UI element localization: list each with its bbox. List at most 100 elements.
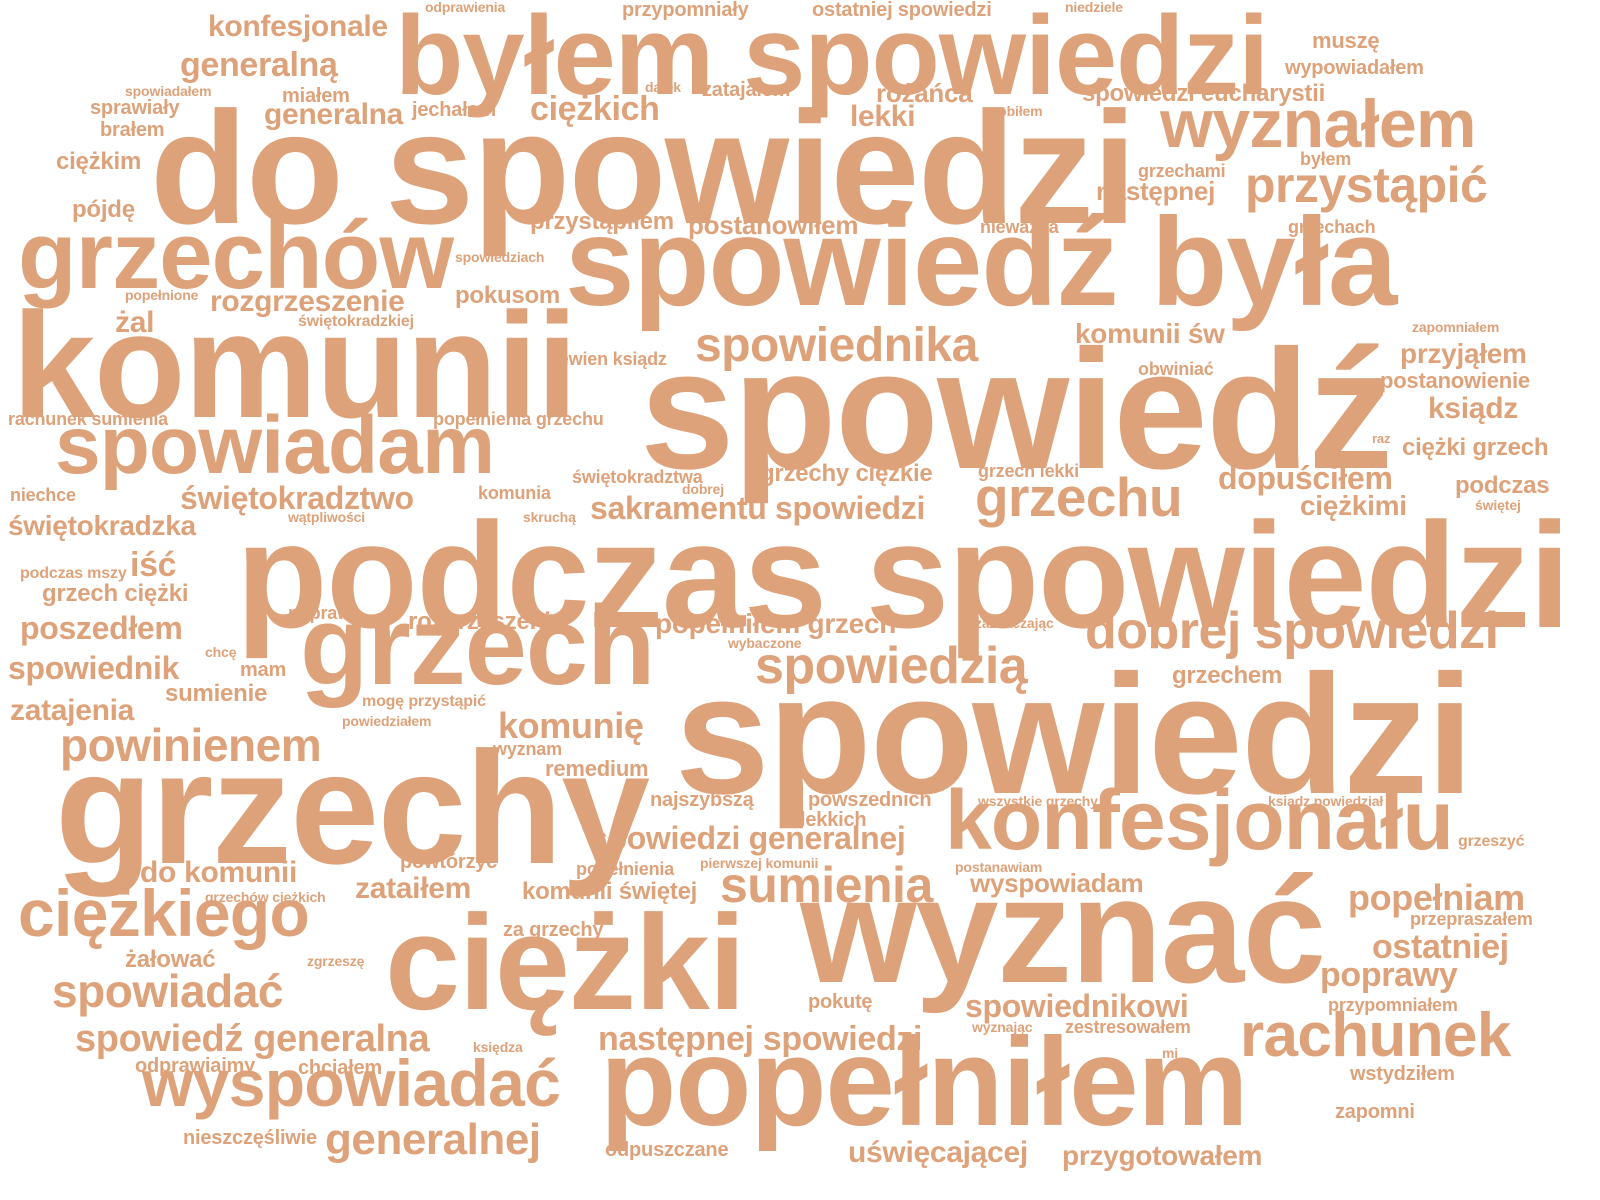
word-wyspowiadac: wyspowiadać (142, 1046, 561, 1120)
word-odprawienia: odprawienia (425, 0, 506, 15)
word-ksiadz: ksiądz (1428, 392, 1518, 425)
word-niedziele: niedziele (1065, 0, 1123, 15)
word-wyznam: wyznam (493, 739, 562, 759)
word-przypomnialy: przypomniały (622, 0, 749, 21)
word-ciezkimi: ciężkimi (1300, 490, 1407, 521)
word-powiedzialem: powiedziałem (342, 713, 432, 729)
word-za-grzechy: za grzechy (503, 919, 604, 941)
word-pokute: pokutę (808, 991, 873, 1013)
word-grzech-lekki: grzech lekki (978, 461, 1079, 481)
word-mam: mam (240, 659, 287, 681)
word-zrobilem: zrobiłem (986, 103, 1043, 119)
word-przepraszalem: przepraszałem (1410, 909, 1533, 929)
word-pokusom: pokusom (455, 282, 560, 309)
word-grzeszyc: grzeszyć (1458, 833, 1525, 850)
word-spowiedzi-generalnej: spowiedzi generalnej (590, 820, 906, 856)
word-grzech: grzech (300, 583, 655, 708)
word-spowiedzi: spowiedzi (675, 640, 1474, 830)
word-przygotowalem: przygotowałem (1062, 1140, 1263, 1171)
word-obwiniac: obwiniać (1138, 359, 1214, 379)
word-chce: chcę (205, 644, 237, 660)
word-nastepnej: następnej (1096, 176, 1216, 206)
word-ciezkim: ciężkim (56, 148, 142, 175)
word-zgrzesze: zgrzeszę (307, 953, 365, 969)
word-zapomni: zapomni (1335, 1101, 1415, 1123)
word-chcialem: chciałem (298, 1057, 383, 1079)
word-postanowienie: postanowienie (1380, 368, 1530, 393)
word-niechce: niechce (10, 485, 76, 505)
word-wyznac: wyznać (800, 846, 1326, 1014)
word-przystapilem: przystąpiłem (530, 208, 674, 235)
word-podczas-spowiedzi: podczas spowiedzi (236, 491, 1571, 659)
word-swietej: świętej (1475, 497, 1521, 513)
word-wszystkie-grzechy: wszystkie grzechy (978, 793, 1098, 809)
word-ostatniej: ostatniej (1372, 928, 1509, 966)
word-spowiednikowi: spowiednikowi (965, 988, 1189, 1024)
word-lekkich: lekkich (800, 809, 867, 831)
word-uswiecajacej: uświęcającej (848, 1136, 1028, 1169)
word-spowiedzi-eucharystii: spowiedzi eucharystii (1082, 80, 1326, 107)
word-dopuscilem: dopuściłem (1218, 460, 1393, 496)
word-do-spowiedzi: do spowiedzi (150, 78, 1137, 257)
word-spowiednika: spowiednika (695, 319, 978, 372)
word-rachunek: rachunek (1240, 1001, 1511, 1070)
word-mi: mi (1162, 1045, 1179, 1061)
word-odpuszczane: odpuszczane (605, 1139, 729, 1161)
word-spowiednik: spowiednik (8, 650, 180, 686)
word-grzechach: grzechach (1288, 217, 1376, 237)
word-isc: iść (130, 546, 177, 584)
word-swietokradzka: świętokradzka (8, 510, 196, 541)
word-spowiedz-byla: spowiedź była (565, 193, 1397, 332)
word-moge-przystapic: mogę przystąpić (362, 693, 486, 710)
word-spowiedz-generalna: spowiedź generalna (75, 1018, 430, 1060)
word-pewien-ksiadz: pewien ksiądz (548, 349, 667, 369)
word-generalna: generalna (264, 98, 404, 131)
word-swietokradzkiej: świętokradzkiej (298, 313, 414, 330)
word-odprawiajmy: odprawiajmy (135, 1055, 256, 1077)
word-ostatniej-spowiedzi: ostatniej spowiedzi (812, 0, 992, 21)
word-sprawialy: sprawiały (90, 97, 180, 119)
word-swietokradztwo: świętokradztwo (180, 480, 414, 516)
word-przypomnialem: przypomniałem (1328, 995, 1458, 1015)
word-konfesjonale: konfesjonale (208, 10, 388, 43)
word-popelnione: popełnione (125, 287, 199, 303)
word-grzechow: grzechów (18, 202, 454, 309)
word-pojde: pójdę (72, 196, 135, 223)
word-powszednich: powszednich (808, 789, 932, 811)
word-grzechem: grzechem (1172, 662, 1283, 689)
word-zal: żal (115, 306, 155, 339)
word-ciezkiego: ciężkiego (18, 876, 310, 950)
word-wybaczone: wybaczone (728, 635, 802, 651)
word-rozgrzeszenie: rozgrzeszenie (210, 285, 405, 318)
word-generalna2: generalną (180, 46, 338, 84)
word-powtorzyc: powtórzyć (400, 851, 498, 873)
word-powinienem: powinienem (60, 719, 322, 771)
word-ciezki: ciężki (385, 887, 746, 1038)
word-spowiadalem: spowiadałem (125, 83, 212, 99)
word-datek: datek (645, 79, 681, 95)
word-rozgrzeszenia: rozgrzeszenia (408, 608, 564, 635)
word-sumienie: sumienie (165, 680, 268, 707)
word-bylem: byłem (1300, 149, 1352, 169)
word-grzechow-ciezkich: grzechów ciężkich (205, 889, 326, 905)
word-postanowilem: postanowiłem (688, 210, 859, 240)
word-nieszczesliwie: nieszczęśliwie (183, 1127, 317, 1149)
word-grzechami: grzechami (1138, 161, 1226, 181)
word-popelnilem-grzech: popełniłem grzech (655, 608, 897, 639)
word-podczas: podczas (1455, 472, 1550, 499)
word-komunie: komunię (498, 705, 644, 746)
word-spowiedz: spowiedź (640, 315, 1393, 505)
word-remedium: remedium (545, 756, 649, 781)
word-popelnilem: popełniłem (600, 1013, 1249, 1152)
word-musze: muszę (1312, 28, 1380, 53)
word-spowiedziach: spowiedziach (455, 249, 545, 265)
word-komunia: komunia (478, 483, 551, 503)
word-konfesjonalu: konfesjonału (945, 773, 1454, 867)
word-grzechu: grzechu (975, 466, 1183, 528)
word-spowiedzia: spowiedzią (755, 637, 1028, 695)
word-raz: raz (1372, 431, 1391, 446)
word-zestresowalem: zestresowałem (1065, 1017, 1191, 1037)
word-wyznalem: wyznałem (1160, 86, 1476, 162)
word-niewazna: nieważna (980, 217, 1059, 237)
word-sumienia: sumienia (720, 857, 933, 913)
